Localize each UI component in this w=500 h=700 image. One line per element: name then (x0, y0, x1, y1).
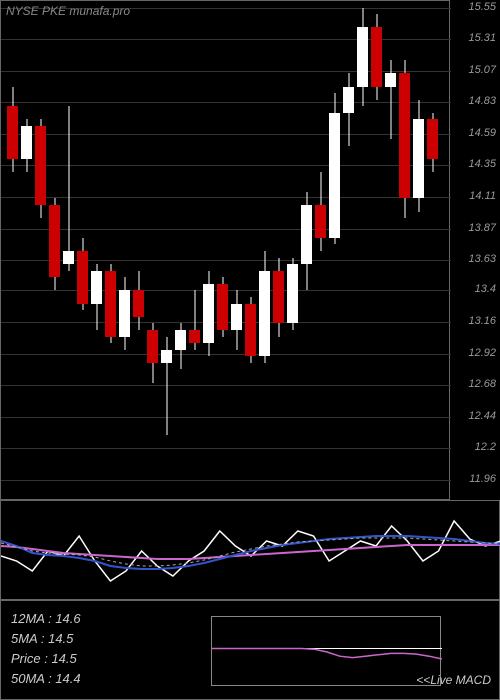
candle (105, 1, 116, 501)
candle (35, 1, 46, 501)
yaxis-tick-label: 11.96 (469, 473, 496, 485)
chart-container: NYSE PKE munafa.pro 15.55 15.31 15.07 14.83… (0, 0, 500, 700)
candle (91, 1, 102, 501)
candle (371, 1, 382, 501)
macd-signal-line (212, 649, 442, 660)
candle (399, 1, 410, 501)
candle (119, 1, 130, 501)
candle (329, 1, 340, 501)
yaxis-tick-label: 14.11 (469, 190, 496, 202)
candle (175, 1, 186, 501)
macd-label: <<Live MACD (416, 673, 491, 687)
candle (7, 1, 18, 501)
candle (63, 1, 74, 501)
candlestick-chart (0, 0, 450, 500)
candle (217, 1, 228, 501)
macd-inset (211, 616, 441, 686)
chart-title: NYSE PKE munafa.pro (6, 4, 130, 18)
candle (273, 1, 284, 501)
candle (203, 1, 214, 501)
yaxis-tick-label: 13.4 (475, 283, 496, 295)
candle (301, 1, 312, 501)
indicator-panel (0, 500, 500, 600)
candle (343, 1, 354, 501)
macd-lines (212, 617, 442, 687)
candle (231, 1, 242, 501)
candle (427, 1, 438, 501)
yaxis-tick-label: 13.16 (468, 315, 496, 327)
yaxis-tick-label: 14.83 (468, 95, 496, 107)
candle (189, 1, 200, 501)
candle (161, 1, 172, 501)
y-axis: 15.55 15.31 15.07 14.83 14.59 14.35 14.11 13.87… (450, 0, 500, 500)
candle (259, 1, 270, 501)
candle (245, 1, 256, 501)
candle (385, 1, 396, 501)
candle (77, 1, 88, 501)
stats-panel: <<Live MACD 12MA : 14.6 5MA : 14.5 Price :… (0, 600, 500, 700)
candle (49, 1, 60, 501)
candle (21, 1, 32, 501)
indicator-lines (1, 501, 500, 601)
yaxis-tick-label: 13.63 (468, 253, 496, 265)
candle (413, 1, 424, 501)
yaxis-tick-label: 12.2 (475, 441, 496, 453)
yaxis-tick-label: 12.68 (468, 378, 496, 390)
yaxis-tick-label: 15.07 (468, 64, 496, 76)
candle (315, 1, 326, 501)
yaxis-tick-label: 15.55 (468, 1, 496, 13)
candle (287, 1, 298, 501)
candle (147, 1, 158, 501)
stat-5ma: 5MA : 14.5 (11, 631, 73, 646)
yaxis-tick-label: 14.35 (468, 158, 496, 170)
yaxis-tick-label: 12.44 (468, 410, 496, 422)
yaxis-tick-label: 12.92 (468, 347, 496, 359)
yaxis-tick-label: 13.87 (468, 222, 496, 234)
candle (133, 1, 144, 501)
stat-price: Price : 14.5 (11, 651, 77, 666)
candle (357, 1, 368, 501)
stat-12ma: 12MA : 14.6 (11, 611, 81, 626)
yaxis-tick-label: 15.31 (468, 32, 496, 44)
yaxis-tick-label: 14.59 (468, 127, 496, 139)
stat-50ma: 50MA : 14.4 (11, 671, 81, 686)
